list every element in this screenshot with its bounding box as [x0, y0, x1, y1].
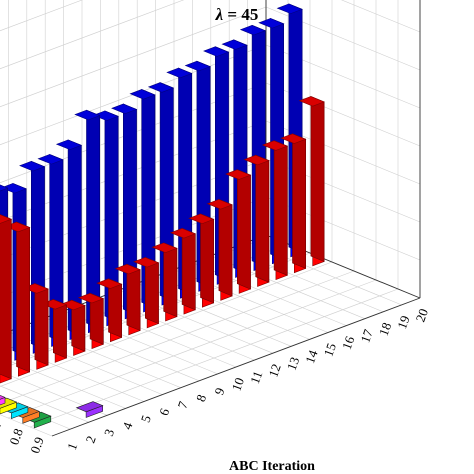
bar-side-face	[0, 214, 12, 380]
x-tick-label: 15	[321, 341, 340, 358]
bar-top-face	[280, 133, 307, 144]
legend-swatch	[75, 401, 104, 413]
title-value: 45	[241, 5, 258, 24]
bar-top-face	[55, 139, 83, 150]
chart-title: λ = 45	[215, 5, 259, 24]
x-tick-label: 5	[138, 413, 154, 424]
floor-gridline	[0, 385, 89, 423]
bar-top-face	[261, 140, 289, 151]
bar-side-face	[273, 140, 288, 276]
back-wall-gridline	[0, 0, 185, 70]
bar-top-face	[0, 214, 13, 224]
bar-side-face	[16, 221, 31, 373]
x-tick-label: 3	[101, 427, 117, 438]
floor-gridline	[0, 270, 355, 405]
legend-swatch	[0, 395, 6, 400]
floor-gridline	[0, 356, 126, 409]
x-tick-label: 12	[265, 362, 284, 379]
x-tick-label: 6	[156, 406, 172, 418]
bar-top-face	[276, 3, 303, 14]
x-tick-label: 10	[229, 376, 248, 393]
x-tick-label: 18	[376, 320, 395, 337]
bar-top-face	[77, 292, 105, 304]
x-tick-label: 13	[284, 355, 303, 372]
back-wall-gridline	[0, 6, 267, 108]
bar-side-face	[181, 227, 196, 311]
x-tick-label: 9	[211, 386, 227, 397]
bar-top-face	[221, 39, 248, 50]
bar-top-face	[298, 96, 325, 107]
floor-gridline	[0, 371, 108, 416]
bar-top-face	[225, 169, 252, 180]
bar-top-face	[19, 160, 46, 172]
title-symbol: λ	[215, 5, 224, 24]
bar-top-face	[0, 184, 9, 192]
floor-gridline	[7, 279, 377, 419]
bar-side-face	[200, 213, 214, 304]
bar-top-face	[169, 228, 197, 239]
x-tick-label: 16	[339, 334, 358, 352]
bar-top-face	[239, 24, 267, 36]
depth-tick-label: 0.7	[0, 417, 5, 438]
frame-edge	[51, 297, 421, 437]
x-tick-label: 2	[82, 434, 98, 445]
bar-side-face	[237, 169, 251, 290]
bar-top-face	[129, 89, 156, 100]
bar-side-face	[163, 242, 178, 318]
floor-gridline	[0, 261, 333, 387]
bar-top-face	[206, 199, 233, 210]
x-tick-label: 14	[302, 348, 321, 366]
bar-top-face	[37, 154, 64, 165]
x-tick-label: 19	[394, 314, 413, 331]
x-tick-label: 4	[119, 420, 135, 432]
x-tick-label: 20	[413, 307, 432, 324]
bar-top-face	[166, 67, 193, 79]
bar-side-face	[292, 133, 307, 269]
bar-top-face	[151, 242, 178, 253]
bar-top-face	[203, 46, 230, 57]
title-equals: =	[223, 5, 241, 24]
bar-side-face	[255, 154, 270, 283]
bar-top-face	[258, 18, 285, 29]
depth-tick-label: 0.8	[6, 426, 26, 446]
x-tick-label: 1	[64, 441, 80, 452]
bar-side-face	[218, 198, 233, 297]
side-wall-gridline	[340, 0, 421, 33]
x-tick-label: 11	[247, 369, 265, 386]
bars	[0, 3, 325, 384]
floor-gridline	[0, 414, 53, 437]
x-axis-title: ABC Iteration	[229, 459, 315, 474]
legend-swatches	[0, 395, 104, 429]
bar-top-face	[111, 103, 138, 115]
bar-side-face	[310, 96, 325, 262]
bar-top-face	[188, 213, 215, 224]
depth-tick-label: 0.9	[27, 435, 47, 455]
bar-top-face	[96, 278, 123, 289]
x-tick-label: 8	[193, 392, 209, 403]
bar-top-face	[243, 154, 270, 166]
bar-top-face	[114, 263, 141, 275]
bar-top-face	[184, 60, 211, 72]
bar-top-face	[74, 109, 101, 121]
bar-top-face	[147, 82, 175, 93]
x-tick-label: 7	[174, 399, 190, 411]
bar-side-face	[34, 283, 49, 366]
bar-top-face	[133, 257, 160, 268]
x-tick-label: 17	[357, 327, 376, 345]
